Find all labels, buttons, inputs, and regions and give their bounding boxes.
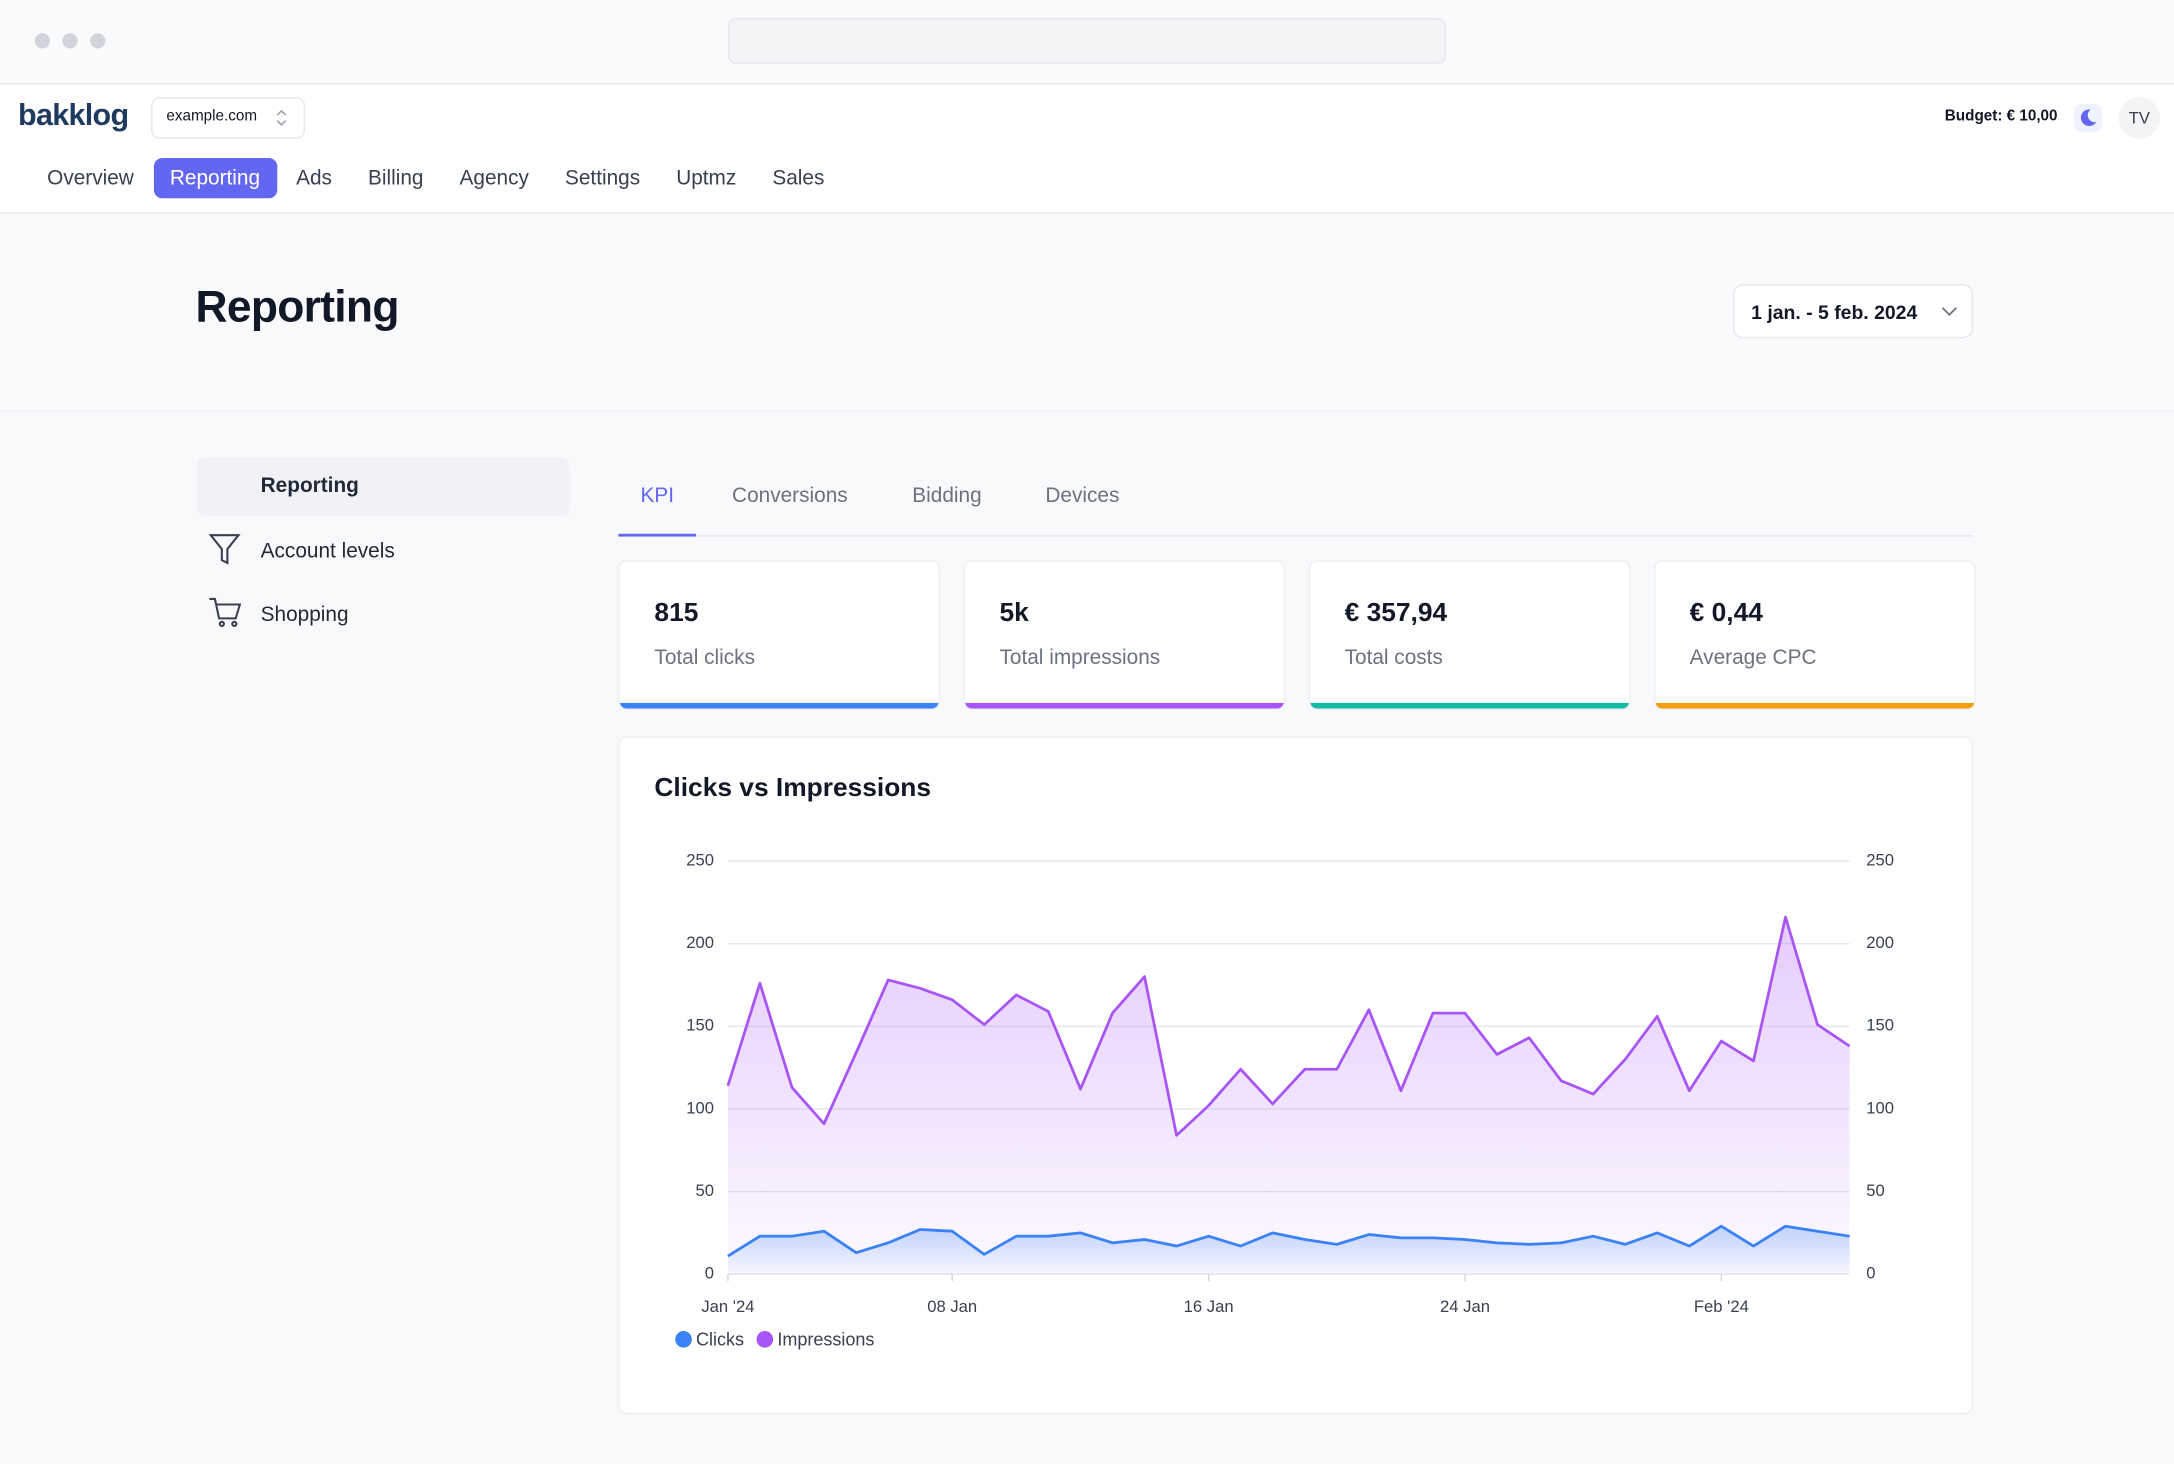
nav-item[interactable]: Billing <box>368 166 424 190</box>
y-tick-label: 200 <box>686 933 714 952</box>
window-dot[interactable] <box>34 33 50 49</box>
nav-item[interactable]: Overview <box>47 166 134 190</box>
legend-marker <box>756 1331 774 1348</box>
kpi-card: € 357,94 Total costs <box>1308 560 1631 710</box>
date-range-text: 1 jan. - 5 feb. 2024 <box>1751 300 1918 324</box>
tab-divider <box>618 535 1973 537</box>
sidebar-item[interactable]: Account levels <box>260 538 395 563</box>
kpi-bar <box>964 702 1284 709</box>
y-tick-label: 100 <box>686 1098 714 1117</box>
x-tick-label: Jan '24 <box>701 1297 754 1316</box>
app-bar <box>0 84 2174 214</box>
url-bar[interactable] <box>727 18 1447 64</box>
window-dot[interactable] <box>62 33 78 49</box>
kpi-label: Total costs <box>1344 646 1443 670</box>
sidebar-item[interactable]: Reporting <box>196 457 570 516</box>
date-range[interactable]: 1 jan. - 5 feb. 2024 <box>1733 284 1973 339</box>
chart-card: Clicks vs Impressions 0 50 100 150 200 250 0 50… <box>618 736 1973 1415</box>
y2-tick-label: 0 <box>1866 1264 1875 1283</box>
x-tick-label: 08 Jan <box>927 1297 977 1316</box>
selector-icon <box>276 109 287 126</box>
kpi-bar <box>1309 702 1629 709</box>
y2-tick-label: 250 <box>1866 850 1894 869</box>
kpi-bar <box>1655 702 1974 709</box>
area <box>727 917 1850 1275</box>
x-tick-label: Feb '24 <box>1694 1297 1749 1316</box>
theme-toggle[interactable] <box>2074 103 2102 132</box>
kpi-label: Total clicks <box>654 646 755 670</box>
page-title: Reporting <box>195 281 399 332</box>
chart: Clicks vs Impressions 0 50 100 150 200 250 0 50… <box>654 772 1894 1350</box>
site-selector[interactable]: example.com <box>151 97 306 139</box>
area <box>727 1226 1850 1275</box>
kpi-value: € 0,44 <box>1689 598 1763 629</box>
y-tick-label: 150 <box>686 1016 714 1035</box>
nav-item[interactable]: Reporting <box>153 158 277 199</box>
nav: Overview Reporting Ads Billing Agency Setting… <box>31 158 842 199</box>
kpi-label: Average CPC <box>1689 646 1817 670</box>
tab[interactable]: Conversions <box>732 483 848 508</box>
nav-item[interactable]: Settings <box>564 166 641 190</box>
line <box>726 915 1851 1137</box>
logo[interactable]: bakklog <box>18 97 129 132</box>
y-tick-label: 0 <box>705 1264 714 1283</box>
tab-underline <box>618 533 697 537</box>
budget: Budget: € 10,00 <box>1944 108 2058 125</box>
nav-item[interactable]: Sales <box>772 166 825 190</box>
moon-icon <box>2080 109 2097 127</box>
legend-marker <box>675 1331 692 1348</box>
site-name: example.com <box>166 108 258 125</box>
legend-label: Impressions <box>777 1329 874 1349</box>
y-tick-label: 50 <box>696 1181 715 1200</box>
kpi-value: 5k <box>999 598 1029 629</box>
nav-item[interactable]: Agency <box>459 166 529 190</box>
kpi-label: Total impressions <box>999 646 1161 670</box>
chevron <box>1941 307 1957 317</box>
tab[interactable]: Bidding <box>912 483 982 508</box>
chart-title: Clicks vs Impressions <box>654 772 931 802</box>
window-dot[interactable] <box>90 33 106 49</box>
legend-label: Clicks <box>696 1329 744 1349</box>
x-tick-label: 24 Jan <box>1440 1297 1490 1316</box>
y2-tick-label: 150 <box>1866 1016 1894 1035</box>
nav-item[interactable]: Uptmz <box>676 166 737 190</box>
avatar[interactable]: TV <box>2118 97 2161 139</box>
nav-item[interactable]: Ads <box>296 166 332 190</box>
line <box>727 1224 1850 1258</box>
tab[interactable]: KPI <box>640 483 675 508</box>
kpi-card: € 0,44 Average CPC <box>1653 560 1976 710</box>
kpi-value: € 357,94 <box>1344 598 1448 629</box>
x-tick-label: 16 Jan <box>1184 1297 1234 1316</box>
tab[interactable]: Devices <box>1045 483 1120 508</box>
y2-tick-label: 100 <box>1866 1098 1894 1117</box>
y-tick-label: 250 <box>686 850 714 869</box>
kpi-value: 815 <box>654 598 699 629</box>
kpi-card: 5k Total impressions <box>963 560 1286 710</box>
kpi-card: 815 Total clicks <box>618 560 941 710</box>
sidebar-item[interactable]: Shopping <box>260 603 349 627</box>
y2-tick-label: 200 <box>1866 933 1894 952</box>
y2-tick-label: 50 <box>1866 1181 1885 1200</box>
kpi-bar <box>619 702 939 709</box>
